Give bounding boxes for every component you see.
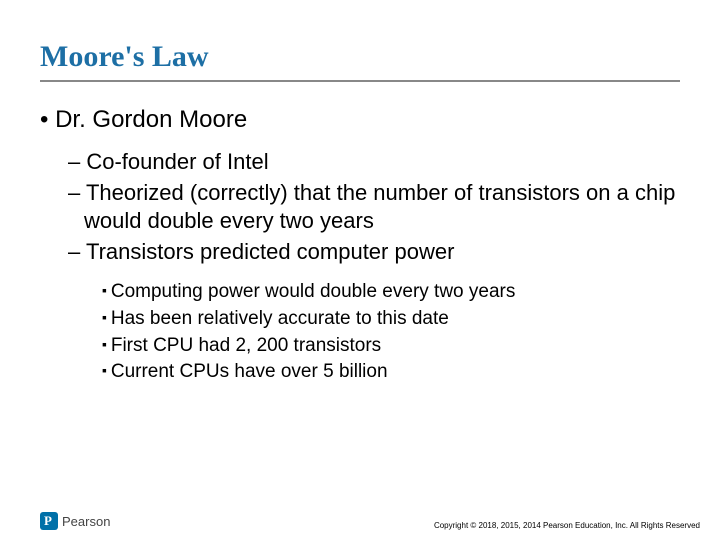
slide-title: Moore's Law: [40, 40, 680, 82]
slide-body: Moore's Law Dr. Gordon Moore Co-founder …: [0, 0, 720, 385]
bullet-level2: Co-founder of Intel: [68, 148, 680, 177]
bullet-level2: Theorized (correctly) that the number of…: [68, 179, 680, 236]
footer: Pearson Copyright © 2018, 2015, 2014 Pea…: [40, 512, 700, 530]
pearson-logo-icon: [40, 512, 58, 530]
pearson-logo-text: Pearson: [62, 514, 110, 529]
bullet-level3: First CPU had 2, 200 transistors: [102, 334, 680, 359]
copyright-text: Copyright © 2018, 2015, 2014 Pearson Edu…: [434, 521, 700, 530]
bullet-level3: Current CPUs have over 5 billion: [102, 360, 680, 385]
bullet-level2: Transistors predicted computer power: [68, 238, 680, 267]
bullet-level3: Computing power would double every two y…: [102, 280, 680, 305]
bullet-level1: Dr. Gordon Moore: [40, 106, 680, 134]
level3-group: Computing power would double every two y…: [40, 280, 680, 385]
pearson-logo: Pearson: [40, 512, 110, 530]
level2-group: Co-founder of Intel Theorized (correctly…: [40, 148, 680, 266]
bullet-level3: Has been relatively accurate to this dat…: [102, 307, 680, 332]
